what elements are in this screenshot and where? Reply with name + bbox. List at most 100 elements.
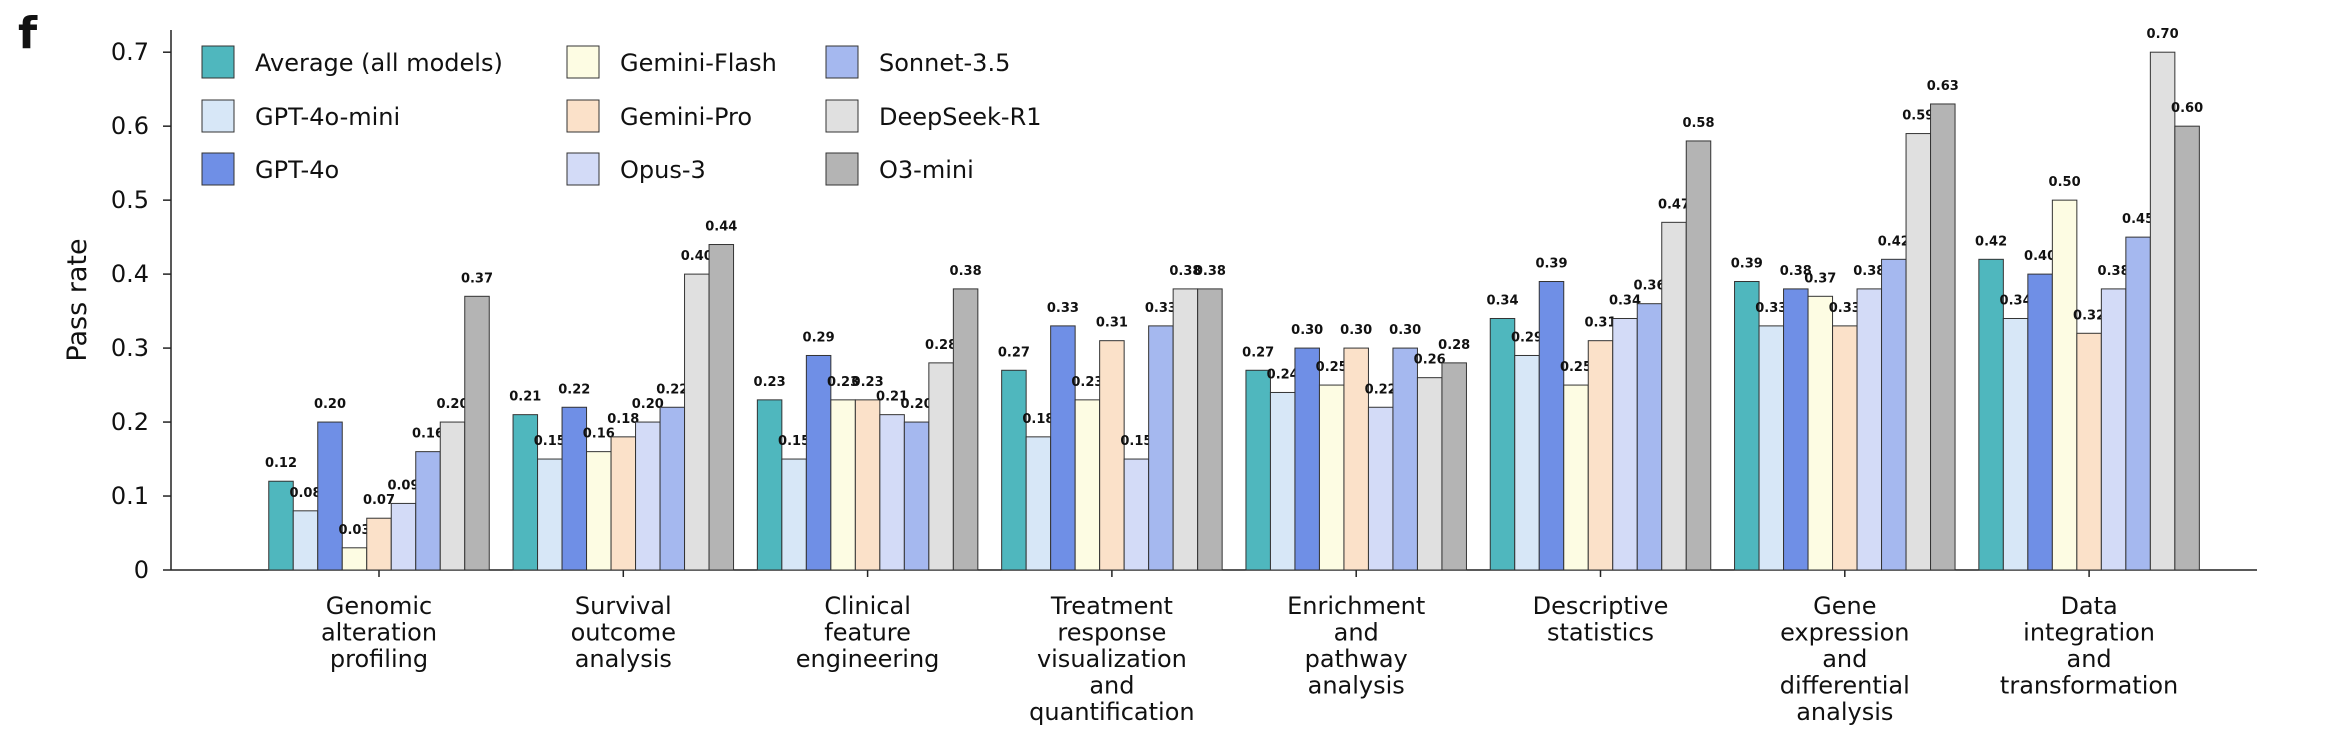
bar (586, 451, 612, 571)
value-label: 0.31 (1096, 316, 1128, 331)
bar (1416, 377, 1443, 571)
value-label: 0.08 (289, 486, 321, 501)
bar (1148, 325, 1174, 571)
bar (1367, 406, 1394, 571)
bar (1269, 391, 1296, 571)
bar (415, 451, 441, 571)
legend-swatch (201, 45, 235, 79)
x-tick-label: Descriptive statistics (1533, 592, 1669, 647)
value-label: 0.40 (681, 249, 713, 264)
value-label: 0.29 (1511, 330, 1543, 345)
legend-swatch (566, 45, 600, 79)
value-label: 0.33 (1829, 301, 1861, 316)
bar (1930, 103, 1956, 571)
bar (1783, 288, 1809, 571)
value-label: 0.26 (1414, 353, 1446, 368)
value-label: 0.18 (1022, 412, 1054, 427)
value-label: 0.38 (1853, 264, 1885, 279)
value-label: 0.42 (1975, 234, 2007, 249)
y-tick-label: 0.6 (111, 112, 149, 140)
value-label: 0.16 (412, 427, 444, 442)
value-label: 0.58 (1682, 116, 1714, 131)
x-tick-label: Survival outcome analysis (571, 592, 676, 673)
bar (1099, 340, 1125, 571)
bar (1856, 288, 1883, 571)
value-label: 0.25 (1316, 360, 1348, 375)
bar (2027, 273, 2053, 571)
legend-label: GPT-4o (255, 156, 339, 184)
value-label: 0.28 (1438, 338, 1470, 353)
value-label: 0.39 (1535, 257, 1567, 272)
y-tick-label: 0 (134, 556, 149, 584)
value-label: 0.24 (1267, 367, 1299, 382)
bar (1392, 347, 1418, 571)
bar (1612, 317, 1638, 571)
bar (830, 399, 856, 571)
bar (2002, 317, 2029, 571)
bar (635, 421, 661, 571)
bar (1489, 317, 1516, 571)
value-label: 0.47 (1658, 197, 1690, 212)
value-label: 0.22 (1365, 382, 1397, 397)
bar (928, 362, 954, 571)
bar (1050, 325, 1076, 571)
value-label: 0.07 (363, 493, 395, 508)
value-label: 0.18 (607, 412, 639, 427)
value-label: 0.44 (705, 220, 737, 235)
legend-label: O3-mini (879, 156, 974, 184)
bar (2076, 332, 2102, 571)
bar (854, 399, 881, 571)
value-label: 0.34 (1609, 293, 1641, 308)
bar (1978, 258, 2004, 571)
bar (1441, 362, 1467, 571)
bar (317, 421, 343, 571)
value-label: 0.23 (754, 375, 786, 390)
value-label: 0.33 (1755, 301, 1787, 316)
value-label: 0.27 (998, 345, 1030, 360)
value-label: 0.60 (2171, 101, 2203, 116)
bar (1514, 354, 1540, 571)
bar (879, 414, 905, 571)
value-label: 0.30 (1291, 323, 1323, 338)
value-label: 0.59 (1902, 109, 1934, 124)
bar (781, 458, 807, 571)
value-label: 0.37 (1804, 271, 1836, 286)
value-label: 0.39 (1731, 257, 1763, 272)
bar (1538, 281, 1565, 571)
value-label: 0.38 (2098, 264, 2130, 279)
x-tick-label: Gene expression and differential analysis (1780, 592, 1910, 726)
bar (439, 421, 466, 571)
legend-swatch (566, 152, 600, 186)
value-label: 0.22 (558, 382, 590, 397)
bar (2125, 236, 2151, 571)
value-label: 0.31 (1584, 316, 1616, 331)
bar (805, 354, 832, 571)
value-label: 0.33 (1145, 301, 1177, 316)
value-label: 0.22 (656, 382, 688, 397)
value-label: 0.34 (1486, 293, 1518, 308)
legend-label: DeepSeek-R1 (879, 103, 1042, 131)
x-tick-label: Data integration and transformation (2000, 592, 2178, 700)
bar (561, 406, 588, 571)
bar (390, 502, 417, 571)
bar (1661, 221, 1687, 571)
value-label: 0.33 (1047, 301, 1079, 316)
value-label: 0.12 (265, 456, 297, 471)
y-tick-label: 0.5 (111, 186, 149, 214)
legend-swatch (825, 99, 859, 133)
bar (1881, 258, 1907, 571)
legend-swatch (201, 152, 235, 186)
bar (1123, 458, 1150, 571)
value-label: 0.21 (876, 390, 908, 405)
bar (1685, 140, 1712, 571)
value-label: 0.63 (1927, 79, 1959, 94)
bar (366, 517, 392, 571)
value-label: 0.15 (778, 434, 810, 449)
value-label: 0.38 (1194, 264, 1226, 279)
value-label: 0.15 (534, 434, 566, 449)
value-label: 0.45 (2122, 212, 2154, 227)
value-label: 0.38 (1780, 264, 1812, 279)
y-axis-label: Pass rate (62, 238, 93, 361)
legend-label: Sonnet-3.5 (879, 49, 1010, 77)
value-label: 0.29 (803, 330, 835, 345)
